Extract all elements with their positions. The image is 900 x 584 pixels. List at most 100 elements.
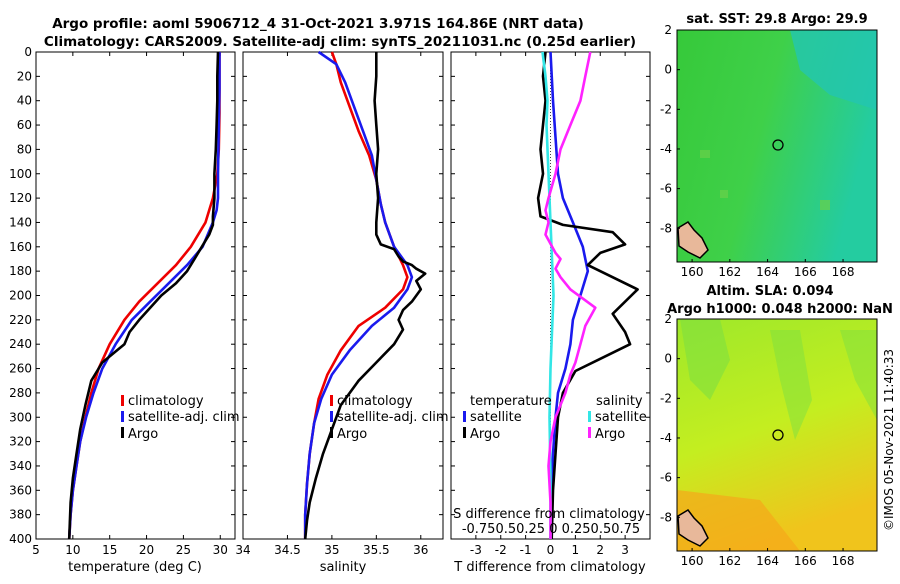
x-tick-label: -1 [520,543,532,557]
map-y-tick-label: -4 [660,142,672,156]
s-difference-label: S difference from climatology [453,507,645,522]
map-y-tick-label: -4 [660,431,672,445]
x-tick-label: 10 [65,543,80,557]
y-tick-label: 260 [9,362,32,376]
legend-label: climatology [337,394,413,409]
y-tick-label: 100 [9,167,32,181]
x-tick-label: 2 [596,543,604,557]
y-tick-label: 340 [9,459,32,473]
temperature-xlabel: temperature (deg C) [68,560,202,575]
y-tick-label: 140 [9,215,32,229]
series-line-argo [67,51,220,540]
legend-label: Argo [337,427,367,442]
legend-swatch-argo [121,427,124,438]
y-tick-label: 0 [24,45,32,59]
x-tick-label: 30 [213,543,228,557]
y-tick-label: 300 [9,410,32,424]
x-tick-label: 15 [102,543,117,557]
map-x-tick-label: 168 [832,554,855,568]
sla-green-patch [680,319,730,400]
legend-swatch-s-satellite [588,411,591,422]
sla-map-title-1: Altim. SLA: 0.094 [707,284,834,299]
map-y-tick-label: -2 [660,391,672,405]
sst-pixel [700,150,710,158]
sla-map-title-2: Argo h1000: 0.048 h2000: NaN [667,302,893,317]
sla-high-patch [677,490,800,551]
temperature-plot-frame [35,51,236,540]
legend-title-salinity: salinity [596,394,643,409]
map-y-tick-label: -8 [660,510,672,524]
x-tick-label: -3 [470,543,482,557]
legend-title-temperature: temperature [470,394,552,409]
legend-swatch-t-argo [463,427,466,438]
y-tick-label: 220 [9,313,32,327]
series-line-satellite-adj-clim [303,50,414,539]
legend-label: climatology [128,394,204,409]
x-tick-label: 20 [139,543,154,557]
legend-swatch-satellite [121,411,124,422]
x-tick-label: 0 [547,543,555,557]
sla-map [676,318,878,552]
legend-label: Argo [595,427,625,442]
series-line-argo [303,52,427,540]
x-tick-label: 35 [324,543,339,557]
y-tick-label: 400 [9,532,32,546]
map-x-tick-label: 166 [794,554,817,568]
legend-swatch-climatology [330,395,333,406]
map-y-tick-label: 2 [664,23,672,37]
depth-tick-labels: 0 20 40 60 80 100 120 140 160 180 200 220 240 260 280 3… [9,45,32,546]
figure-title-1: Argo profile: aoml 5906712_4 31-Oct-2021… [52,16,584,32]
map-y-tick-label: 0 [664,63,672,77]
y-tick-label: 360 [9,483,32,497]
sst-cool-patch [790,30,877,110]
legend-swatch-t-satellite [463,411,466,422]
legend-label: satellite [470,410,522,425]
map-y-tick-label: -8 [660,221,672,235]
s-difference-ticklabels: -0.750.50.25 0 0.250.50.75 [462,522,640,537]
sla-green-patch [770,330,812,440]
map-x-tick-label: 168 [832,265,855,279]
series-line-satellite-adj-clim [67,52,221,540]
sla-map-frame [676,318,878,552]
map-x-tick-label: 164 [756,265,779,279]
legend-swatch-satellite [330,411,333,422]
map-x-tick-label: 160 [681,265,704,279]
sst-map-frame [676,29,878,263]
map-y-tick-label: -6 [660,182,672,196]
land-solomon-islands [677,509,709,547]
y-tick-label: 80 [17,142,32,156]
x-tick-label: 36 [413,543,428,557]
imos-credit: ©IMOS 05-Nov-2021 11:40:33 [882,349,896,531]
map-y-tick-label: 0 [664,352,672,366]
sst-map-ticks: 160 162 164 166 168 2 0 -2 -4 -6 -8 [660,23,854,279]
salinity-xlabel: salinity [320,560,367,575]
map-x-tick-label: 162 [718,265,741,279]
sla-map-ticks: 160 162 164 166 168 2 0 -2 -4 -6 -8 [660,312,854,568]
legend-label: satellite-adj. clim [128,410,240,425]
legend-label: satellite [595,410,647,425]
argo-position-marker [772,139,784,151]
legend-swatch-s-argo [588,427,591,438]
x-tick-label: 5 [32,543,40,557]
x-tick-label: 25 [176,543,191,557]
x-tick-label: 34.5 [274,543,301,557]
legend-swatch-argo [330,427,333,438]
x-tick-label: -2 [495,543,507,557]
argo-position-marker [772,429,784,441]
x-tick-label: 1 [572,543,580,557]
difference-legend: temperature salinity satellite Argo sate… [463,394,647,442]
map-x-tick-label: 164 [756,554,779,568]
sst-map [676,29,878,263]
map-y-tick-label: 2 [664,312,672,326]
salinity-legend: climatology satellite-adj. clim Argo [330,394,449,442]
y-tick-label: 20 [17,69,32,83]
legend-swatch-climatology [121,395,124,406]
y-tick-label: 240 [9,337,32,351]
difference-xlabel: T difference from climatology [453,560,646,575]
sla-green-patch [840,330,877,420]
legend-label: Argo [128,427,158,442]
sst-map-title: sat. SST: 29.8 Argo: 29.9 [686,12,867,27]
map-x-tick-label: 160 [681,554,704,568]
sst-pixel [820,200,830,210]
